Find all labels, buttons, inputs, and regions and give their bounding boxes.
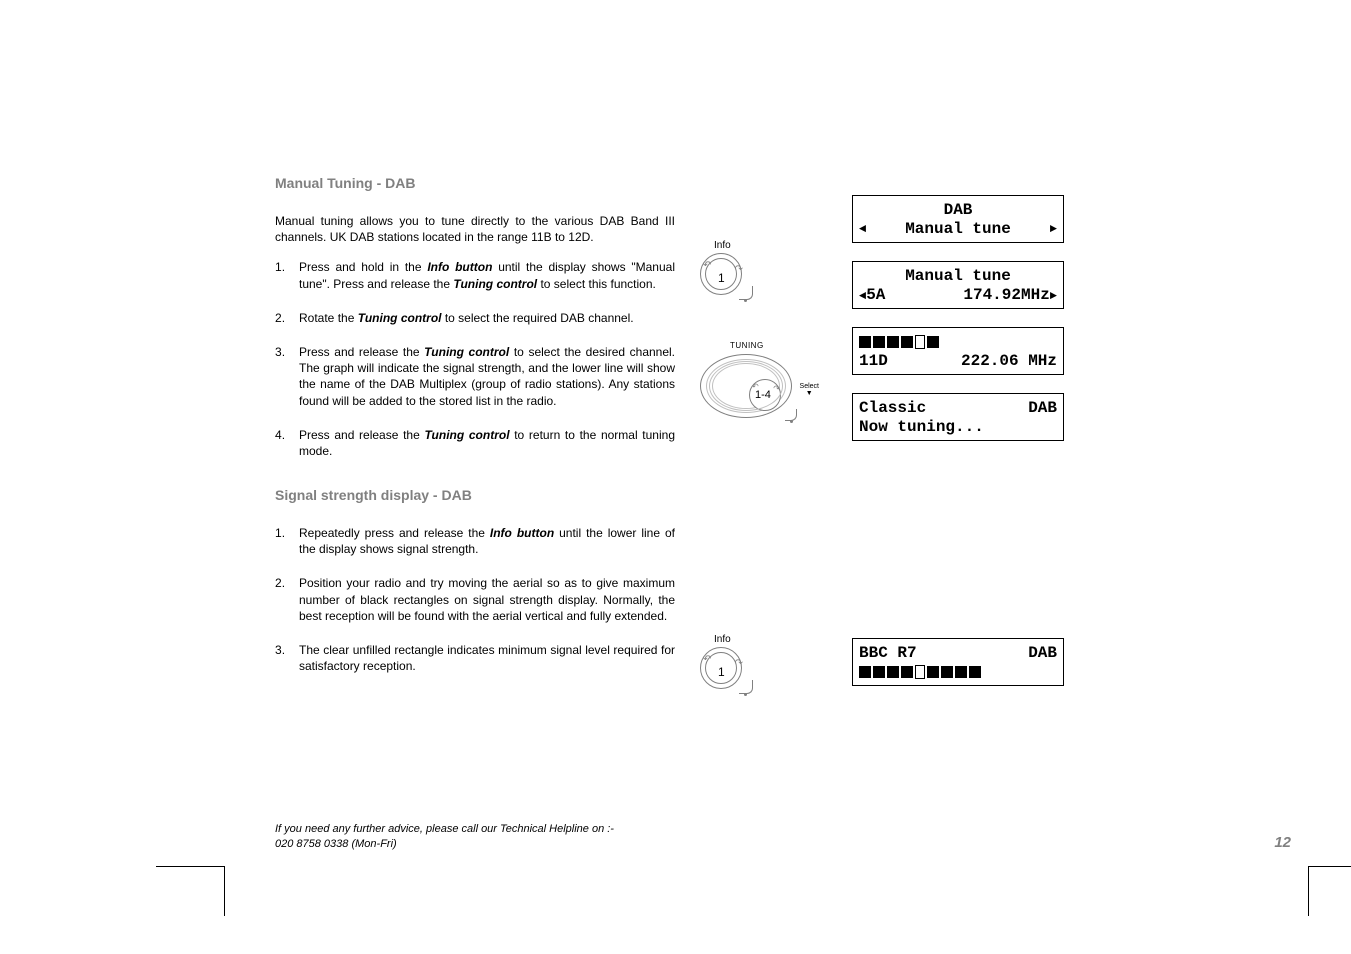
footer-help: If you need any further advice, please c…	[275, 822, 614, 853]
tuning-knob-icon: ↶ 1-4 ↷ Select	[700, 354, 792, 418]
lcd-now-tuning: ClassicDAB Now tuning...	[852, 393, 1064, 441]
section1-heading: Manual Tuning - DAB	[275, 175, 1075, 191]
step-4: Press and release the Tuning control to …	[275, 427, 675, 459]
info-label-1: Info	[714, 240, 792, 251]
step-3: Press and release the Tuning control to …	[275, 344, 675, 409]
ss-step-3: The clear unfilled rectangle indicates m…	[275, 642, 675, 674]
lcd-manual-tune-1: DAB ◄Manual tune►	[852, 195, 1064, 243]
crop-mark	[224, 866, 225, 916]
step-2: Rotate the Tuning control to select the …	[275, 310, 675, 326]
lcd-column-strength: BBC R7DAB	[852, 638, 1064, 704]
lcd-signal-channel: 11D222.06 MHz	[852, 327, 1064, 375]
ss-step-1: Repeatedly press and release the Info bu…	[275, 525, 675, 557]
signal-bar	[859, 335, 939, 349]
step-1: Press and hold in the Info button until …	[275, 259, 675, 291]
section1-list: Press and hold in the Info button until …	[275, 259, 675, 459]
ss-step-2: Position your radio and try moving the a…	[275, 575, 675, 624]
illustration-column-2: Info ↶ 1 ↷	[700, 634, 742, 689]
tuning-label: TUNING	[730, 341, 792, 350]
section1-intro: Manual tuning allows you to tune directl…	[275, 213, 675, 245]
info-button-icon-2: ↶ 1 ↷	[700, 647, 742, 689]
info-button-icon: ↶ 1 ↷	[700, 253, 742, 295]
info-label-2: Info	[714, 634, 742, 645]
strength-bar	[859, 665, 981, 679]
lcd-column: DAB ◄Manual tune► Manual tune ◄5A174.92M…	[852, 195, 1064, 459]
page-number: 12	[1274, 834, 1291, 851]
crop-mark	[156, 866, 224, 867]
lcd-manual-tune-2: Manual tune ◄5A174.92MHz►	[852, 261, 1064, 309]
lcd-signal-strength: BBC R7DAB	[852, 638, 1064, 686]
crop-mark	[1308, 866, 1309, 916]
section2-heading: Signal strength display - DAB	[275, 487, 1075, 503]
illustration-column: Info ↶ 1 ↷ TUNING ↶ 1-4 ↷ Select	[700, 240, 792, 418]
crop-mark	[1309, 866, 1351, 867]
section2-list: Repeatedly press and release the Info bu…	[275, 525, 675, 674]
